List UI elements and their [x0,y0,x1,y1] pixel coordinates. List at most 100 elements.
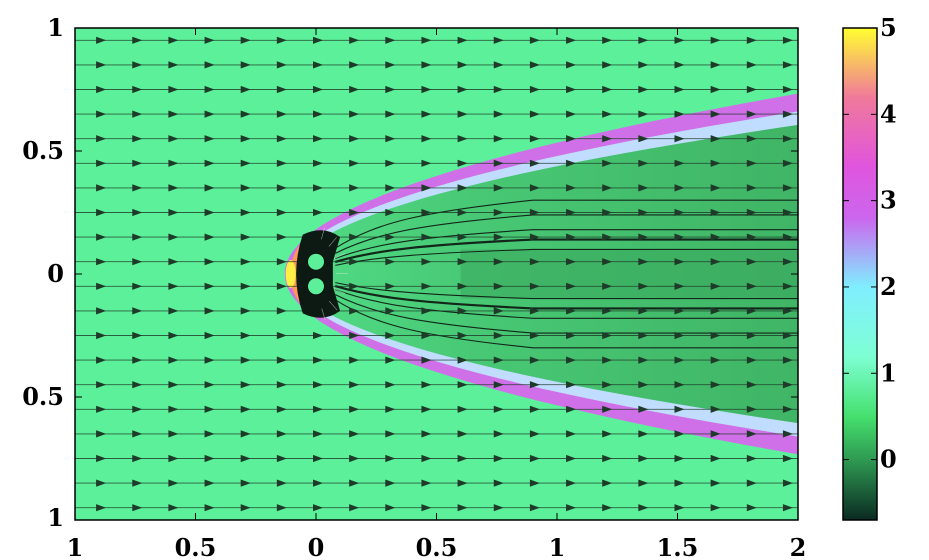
vector-arrow [313,504,323,512]
vector-arrow [493,454,504,463]
vector-arrow [276,85,287,94]
vector-arrow [529,208,540,217]
vector-arrow [276,184,287,192]
vector-arrow [710,258,721,266]
vector-arrow [674,36,685,44]
vector-arrow [385,356,396,364]
vector-arrow [457,85,468,94]
vector-arrow [602,36,613,44]
vector-arrow [457,479,468,487]
vector-arrow [240,454,251,463]
vector-arrow [674,307,685,315]
vector-arrow [204,135,215,143]
vector-arrow [421,184,432,192]
vector-arrow [602,307,613,315]
vector-arrow [421,159,432,167]
vector-arrow [638,159,649,167]
obstacle-contour [328,237,337,247]
vector-arrow [782,430,793,438]
vector-arrow [566,454,577,463]
vector-arrow [457,405,468,413]
vector-arrow [457,258,468,266]
vector-arrow [313,331,323,340]
vector-arrow [746,61,757,69]
vector-arrow [746,504,757,512]
vector-arrow [782,504,793,512]
vector-arrow [457,208,468,217]
vector-arrow [132,331,143,340]
vector-arrow [529,159,540,167]
vector-arrow [710,110,721,118]
vector-arrow [385,110,396,118]
vector-arrow [529,331,540,340]
vector-arrow [457,36,468,44]
vector-arrow [204,208,215,217]
vector-arrow [674,61,685,69]
vector-arrow [457,504,468,512]
vector-arrow [96,36,107,44]
y-tick-label: 0 [47,259,64,288]
vector-arrow [493,430,504,438]
vector-arrow [566,331,577,340]
x-tick-label: 1 [67,533,84,560]
vector-arrow [746,282,757,290]
vector-arrow [746,307,757,315]
vector-arrow [421,356,432,364]
vector-arrow [313,61,323,69]
vector-arrow [132,405,143,413]
vector-arrow [168,208,179,217]
vector-field [75,36,798,512]
vector-arrow [674,233,685,241]
vector-arrow [168,405,179,413]
vector-arrow [421,430,432,438]
vector-arrow [457,135,468,143]
vector-arrow [349,331,360,340]
vector-arrow [313,381,323,389]
vector-arrow [782,479,793,487]
x-axis-ticks: 1 0.5 0 0.5 1 1.5 2 [67,28,806,560]
vector-arrow [710,184,721,192]
vector-arrow [96,479,107,487]
vector-arrow [385,307,396,315]
vector-arrow [674,356,685,364]
vector-arrow [421,331,432,340]
vector-arrow [602,282,613,290]
vector-arrow [493,184,504,192]
vector-arrow [96,454,107,463]
vector-arrow [168,184,179,192]
vector-arrow [566,184,577,192]
vector-arrow [529,36,540,44]
vector-arrow [421,504,432,512]
vector-arrow [385,479,396,487]
vector-arrow [566,381,577,389]
vector-arrow [493,159,504,167]
vector-arrow [132,135,143,143]
vector-arrow [96,233,107,241]
vector-arrow [638,356,649,364]
vector-arrow [96,282,107,290]
vector-arrow [240,331,251,340]
vector-arrow [349,479,360,487]
vector-arrow [276,258,287,266]
vector-arrow [529,135,540,143]
vector-arrow [168,479,179,487]
vector-arrow [782,307,793,315]
vector-arrow [349,504,360,512]
vector-arrow [457,184,468,192]
vector-arrow [493,208,504,217]
vector-arrow [385,208,396,217]
vector-arrow [240,381,251,389]
vector-arrow [674,454,685,463]
colorbar-ticks: 0 1 2 3 4 5 [843,13,897,474]
vector-arrow [132,159,143,167]
vector-arrow [132,208,143,217]
vector-arrow [566,135,577,143]
vector-arrow [204,405,215,413]
vector-arrow [529,504,540,512]
vector-arrow [276,110,287,118]
vector-arrow [674,331,685,340]
vector-arrow [746,430,757,438]
y-tick-label: 1 [47,13,64,42]
vector-arrow [566,479,577,487]
vector-arrow [529,258,540,266]
